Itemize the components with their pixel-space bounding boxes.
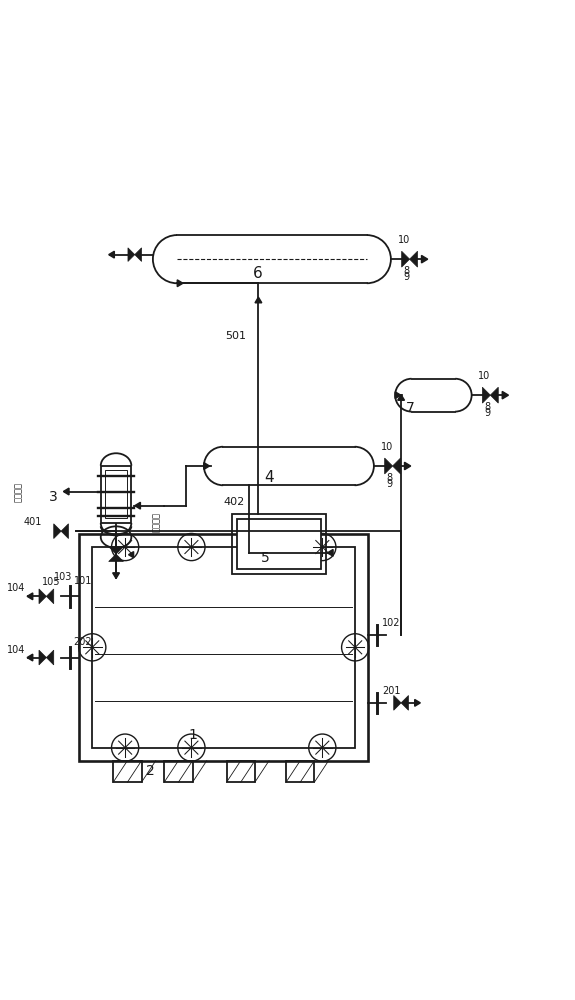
Bar: [164, 761, 193, 782]
Polygon shape: [394, 695, 401, 710]
Polygon shape: [113, 573, 120, 578]
Polygon shape: [53, 524, 61, 539]
Polygon shape: [135, 248, 141, 261]
Text: 202: 202: [74, 637, 92, 647]
Text: 8: 8: [403, 266, 409, 276]
Text: 7: 7: [407, 401, 415, 415]
Polygon shape: [255, 297, 262, 303]
Polygon shape: [404, 462, 411, 470]
Polygon shape: [135, 502, 140, 509]
Polygon shape: [63, 488, 69, 495]
Polygon shape: [402, 251, 409, 267]
Text: 8: 8: [386, 473, 393, 483]
Polygon shape: [109, 251, 114, 258]
Bar: [237, 519, 321, 569]
Polygon shape: [27, 654, 33, 661]
Text: 201: 201: [382, 686, 401, 696]
Polygon shape: [204, 463, 209, 469]
Polygon shape: [27, 593, 33, 600]
Bar: [286, 761, 315, 782]
Polygon shape: [327, 549, 333, 556]
Polygon shape: [409, 251, 417, 267]
Text: 9: 9: [484, 408, 490, 418]
Polygon shape: [39, 650, 47, 665]
Polygon shape: [415, 699, 420, 706]
Polygon shape: [398, 395, 404, 400]
Polygon shape: [177, 280, 183, 287]
Text: 104: 104: [7, 583, 25, 593]
Polygon shape: [482, 387, 490, 403]
Text: 102: 102: [382, 618, 401, 628]
Polygon shape: [128, 248, 135, 261]
Bar: [92, 547, 355, 748]
Text: 10: 10: [478, 371, 490, 381]
Text: 105: 105: [41, 577, 60, 587]
Text: 冷凝入口: 冷凝入口: [152, 512, 162, 532]
Text: 8: 8: [484, 402, 490, 412]
Polygon shape: [109, 547, 124, 554]
Polygon shape: [39, 589, 47, 604]
Polygon shape: [502, 391, 508, 399]
Polygon shape: [395, 392, 401, 399]
Bar: [232, 514, 325, 574]
Text: 5: 5: [260, 551, 269, 565]
Text: 103: 103: [54, 572, 72, 582]
Bar: [79, 534, 368, 761]
Text: 9: 9: [403, 272, 409, 282]
Polygon shape: [61, 524, 68, 539]
Text: 4: 4: [264, 470, 274, 485]
Text: 2: 2: [145, 764, 155, 778]
Bar: [113, 761, 141, 782]
Bar: [105, 470, 128, 518]
Text: 401: 401: [24, 517, 43, 527]
Text: 10: 10: [381, 442, 393, 452]
Bar: [101, 466, 131, 523]
Text: 10: 10: [398, 235, 410, 245]
Text: 6: 6: [253, 266, 263, 281]
Text: 501: 501: [225, 331, 247, 341]
Text: 402: 402: [224, 497, 245, 507]
Polygon shape: [47, 589, 53, 604]
Polygon shape: [47, 650, 53, 665]
Polygon shape: [421, 255, 428, 263]
Text: 101: 101: [74, 576, 92, 586]
Polygon shape: [490, 387, 499, 403]
Polygon shape: [401, 695, 408, 710]
Text: 1: 1: [188, 728, 197, 742]
Text: 104: 104: [7, 645, 25, 655]
Text: 9: 9: [386, 479, 393, 489]
Text: 冷凝出口: 冷凝出口: [14, 482, 22, 502]
Polygon shape: [393, 458, 401, 474]
Polygon shape: [129, 552, 133, 558]
Text: 3: 3: [49, 490, 58, 504]
Polygon shape: [109, 554, 124, 561]
Bar: [227, 761, 255, 782]
Polygon shape: [385, 458, 393, 474]
